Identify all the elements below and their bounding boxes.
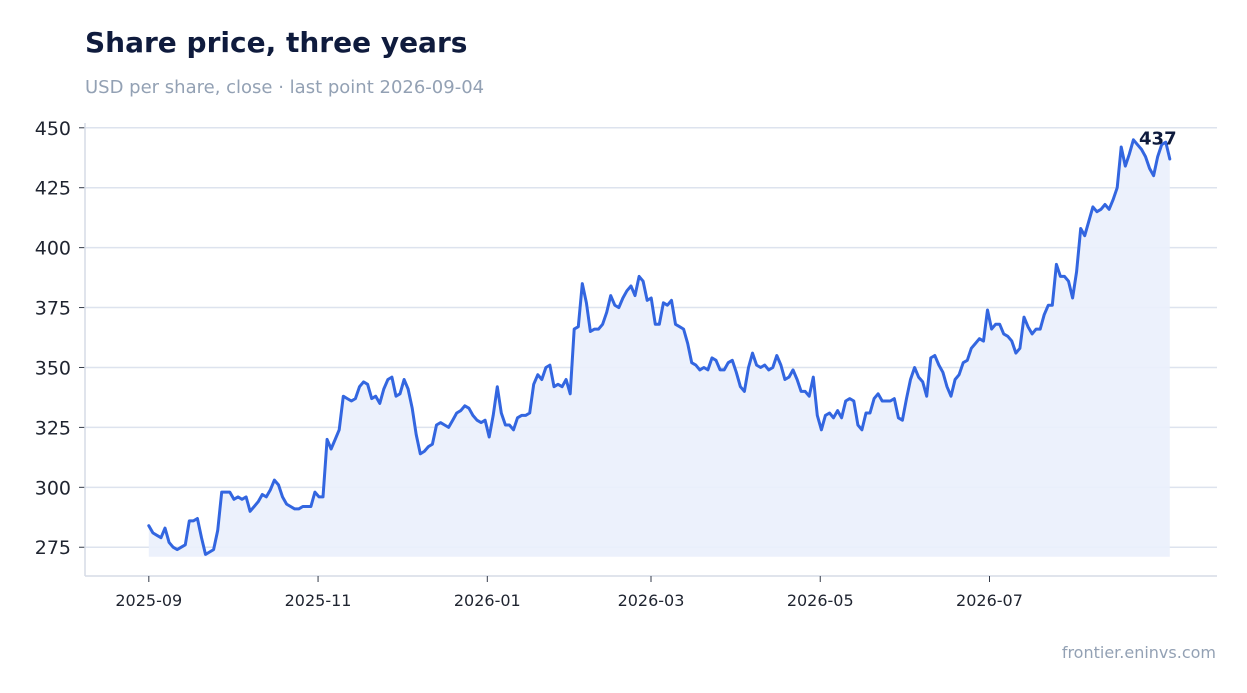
y-tick-label: 275 — [35, 537, 71, 559]
series-area — [148, 139, 1170, 557]
x-tick-label: 2026-03 — [618, 591, 685, 610]
annotations: 437 — [1139, 129, 1177, 150]
y-tick-label: 300 — [35, 477, 71, 499]
y-tick-label: 350 — [35, 357, 71, 379]
y-tick-label: 325 — [35, 417, 71, 439]
y-tick-label: 450 — [35, 118, 71, 140]
x-tick-label: 2026-01 — [454, 591, 521, 610]
series-line — [147, 138, 1172, 556]
x-tick-label: 2026-07 — [956, 591, 1023, 610]
x-tick-label: 2025-11 — [285, 591, 352, 610]
y-tick-label: 400 — [35, 238, 71, 260]
x-tick-label: 2025-09 — [115, 591, 182, 610]
x-axis-tick-labels: 2025-09 2025-11 2026-01 2026-03 2026-05 2026-… — [115, 576, 1023, 610]
chart-subtitle: USD per share, close · last point 2026-0… — [85, 77, 485, 98]
y-tick-label: 375 — [35, 298, 71, 320]
last-value-label: 437 — [1139, 129, 1177, 150]
y-tick-label: 425 — [35, 178, 71, 200]
y-axis-tick-labels: 275 300 325 350 375 400 425 450 — [35, 118, 71, 559]
source-credit: frontier.eninvs.com — [1061, 643, 1216, 662]
chart-title: Share price, three years — [85, 26, 468, 59]
x-tick-label: 2026-05 — [787, 591, 854, 610]
